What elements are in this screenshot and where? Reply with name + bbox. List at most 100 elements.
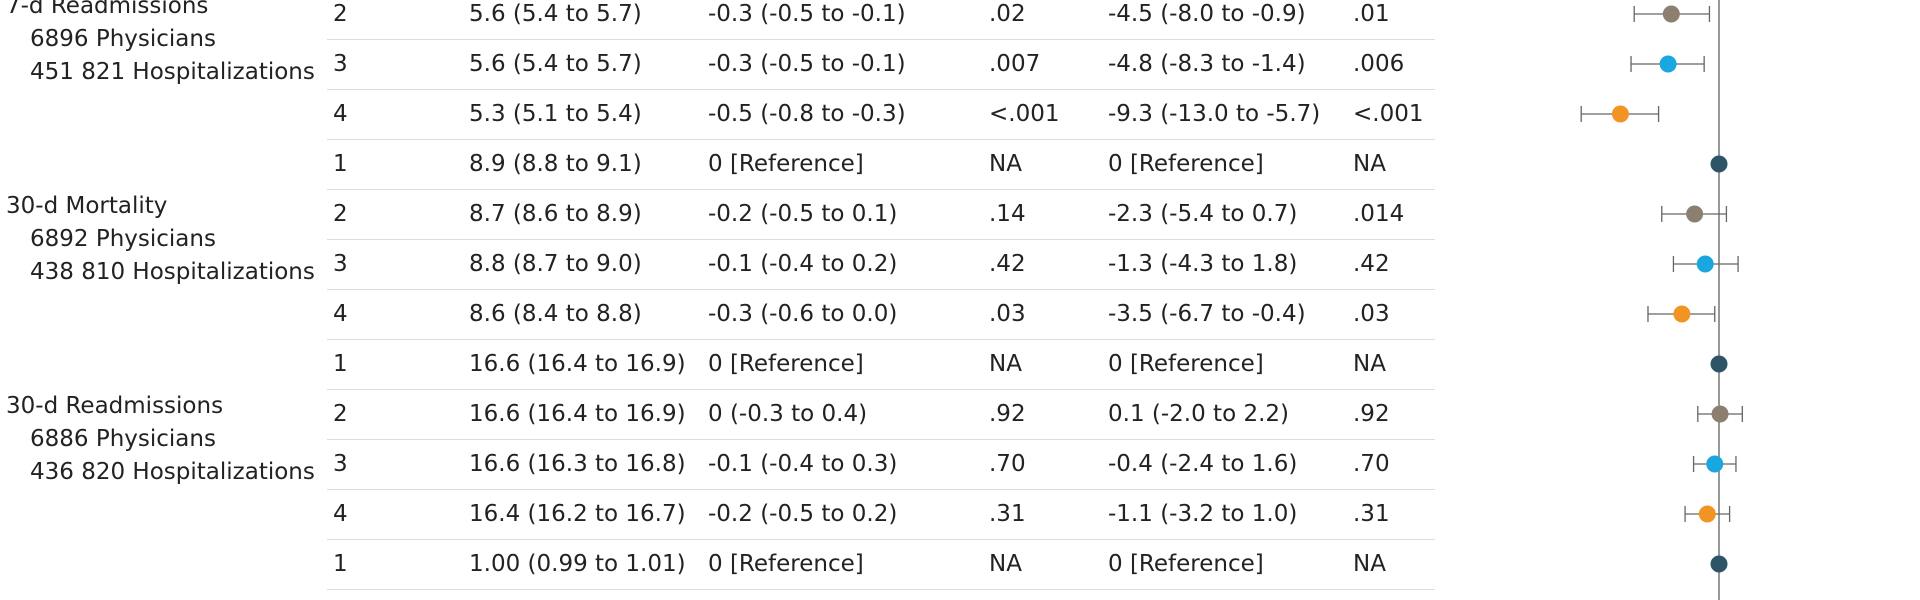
percentage-cell: 8.6 (8.4 to 8.8) — [469, 301, 642, 327]
relative-difference-cell: 0 [Reference] — [1108, 351, 1264, 377]
p-value-cell: <.001 — [1353, 101, 1424, 127]
group-hospitalizations: 438 810 Hospitalizations — [30, 259, 315, 285]
p-value-cell: .03 — [1353, 301, 1390, 327]
absolute-difference-cell: 0 [Reference] — [708, 151, 864, 177]
percentage-cell: 16.6 (16.4 to 16.9) — [469, 401, 686, 427]
absolute-difference-cell: -0.3 (-0.6 to 0.0) — [708, 301, 898, 327]
group-title: 30-d Readmissions — [6, 393, 224, 419]
point-estimate — [1710, 555, 1728, 573]
p-value-cell: .31 — [1353, 501, 1390, 527]
group-physicians: 6896 Physicians — [30, 26, 216, 52]
absolute-difference-cell: -0.3 (-0.5 to -0.1) — [708, 1, 906, 27]
group-hospitalizations: 451 821 Hospitalizations — [30, 59, 315, 85]
group-physicians: 6886 Physicians — [30, 426, 216, 452]
row-divider — [327, 289, 1435, 290]
row-divider — [327, 439, 1435, 440]
relative-difference-cell: -0.4 (-2.4 to 1.6) — [1108, 451, 1298, 477]
quartile-cell: 3 — [333, 51, 348, 77]
absolute-difference-cell: -0.2 (-0.5 to 0.1) — [708, 201, 898, 227]
p-value-cell: .01 — [1353, 1, 1390, 27]
p-value-cell: NA — [1353, 151, 1386, 177]
percentage-cell: 8.7 (8.6 to 8.9) — [469, 201, 642, 227]
row-divider — [327, 339, 1435, 340]
absolute-difference-cell: -0.1 (-0.4 to 0.3) — [708, 451, 898, 477]
point-estimate — [1686, 205, 1704, 223]
p-value-cell: .92 — [989, 401, 1026, 427]
p-value-cell: .03 — [989, 301, 1026, 327]
relative-difference-cell: 0 [Reference] — [1108, 151, 1264, 177]
p-value-cell: NA — [1353, 351, 1386, 377]
relative-difference-cell: -2.3 (-5.4 to 0.7) — [1108, 201, 1298, 227]
group-hospitalizations: 436 820 Hospitalizations — [30, 459, 315, 485]
absolute-difference-cell: -0.1 (-0.4 to 0.2) — [708, 251, 898, 277]
point-estimate — [1706, 455, 1724, 473]
p-value-cell: .14 — [989, 201, 1026, 227]
relative-difference-cell: -3.5 (-6.7 to -0.4) — [1108, 301, 1306, 327]
p-value-cell: .42 — [1353, 251, 1390, 277]
p-value-cell: NA — [1353, 551, 1386, 577]
p-value-cell: <.001 — [989, 101, 1060, 127]
p-value-cell: .007 — [989, 51, 1041, 77]
quartile-cell: 4 — [333, 501, 348, 527]
absolute-difference-cell: -0.3 (-0.5 to -0.1) — [708, 51, 906, 77]
percentage-cell: 8.8 (8.7 to 9.0) — [469, 251, 642, 277]
p-value-cell: .42 — [989, 251, 1026, 277]
point-estimate — [1710, 355, 1728, 373]
p-value-cell: .92 — [1353, 401, 1390, 427]
row-divider — [327, 89, 1435, 90]
absolute-difference-cell: 0 (-0.3 to 0.4) — [708, 401, 868, 427]
point-estimate — [1710, 155, 1728, 173]
row-divider — [327, 39, 1435, 40]
p-value-cell: NA — [989, 351, 1022, 377]
percentage-cell: 5.6 (5.4 to 5.7) — [469, 1, 642, 27]
absolute-difference-cell: -0.2 (-0.5 to 0.2) — [708, 501, 898, 527]
percentage-cell: 16.4 (16.2 to 16.7) — [469, 501, 686, 527]
point-estimate — [1662, 5, 1680, 23]
row-divider — [327, 539, 1435, 540]
point-estimate — [1611, 105, 1629, 123]
p-value-cell: .70 — [1353, 451, 1390, 477]
relative-difference-cell: -4.5 (-8.0 to -0.9) — [1108, 1, 1306, 27]
quartile-cell: 2 — [333, 401, 348, 427]
relative-difference-cell: -4.8 (-8.3 to -1.4) — [1108, 51, 1306, 77]
point-estimate — [1673, 305, 1691, 323]
absolute-difference-cell: 0 [Reference] — [708, 351, 864, 377]
percentage-cell: 16.6 (16.3 to 16.8) — [469, 451, 686, 477]
percentage-cell: 16.6 (16.4 to 16.9) — [469, 351, 686, 377]
point-estimate — [1711, 405, 1729, 423]
quartile-cell: 2 — [333, 201, 348, 227]
p-value-cell: .014 — [1353, 201, 1405, 227]
p-value-cell: .006 — [1353, 51, 1405, 77]
p-value-cell: .02 — [989, 1, 1026, 27]
percentage-cell: 5.3 (5.1 to 5.4) — [469, 101, 642, 127]
quartile-cell: 4 — [333, 301, 348, 327]
group-physicians: 6892 Physicians — [30, 226, 216, 252]
relative-difference-cell: -1.1 (-3.2 to 1.0) — [1108, 501, 1298, 527]
quartile-cell: 1 — [333, 351, 348, 377]
relative-difference-cell: -9.3 (-13.0 to -5.7) — [1108, 101, 1321, 127]
group-title: 7-d Readmissions — [6, 0, 209, 19]
p-value-cell: NA — [989, 551, 1022, 577]
percentage-cell: 5.6 (5.4 to 5.7) — [469, 51, 642, 77]
quartile-cell: 3 — [333, 251, 348, 277]
p-value-cell: .31 — [989, 501, 1026, 527]
relative-difference-cell: -1.3 (-4.3 to 1.8) — [1108, 251, 1298, 277]
quartile-cell: 3 — [333, 451, 348, 477]
group-title: 30-d Mortality — [6, 193, 168, 219]
quartile-cell: 2 — [333, 1, 348, 27]
quartile-cell: 1 — [333, 551, 348, 577]
point-estimate — [1659, 55, 1677, 73]
row-divider — [327, 139, 1435, 140]
row-divider — [327, 189, 1435, 190]
relative-difference-cell: 0 [Reference] — [1108, 551, 1264, 577]
absolute-difference-cell: -0.5 (-0.8 to -0.3) — [708, 101, 906, 127]
row-divider — [327, 589, 1435, 590]
percentage-cell: 1.00 (0.99 to 1.01) — [469, 551, 686, 577]
quartile-cell: 4 — [333, 101, 348, 127]
absolute-difference-cell: 0 [Reference] — [708, 551, 864, 577]
point-estimate — [1696, 255, 1714, 273]
row-divider — [327, 389, 1435, 390]
p-value-cell: NA — [989, 151, 1022, 177]
percentage-cell: 8.9 (8.8 to 9.1) — [469, 151, 642, 177]
